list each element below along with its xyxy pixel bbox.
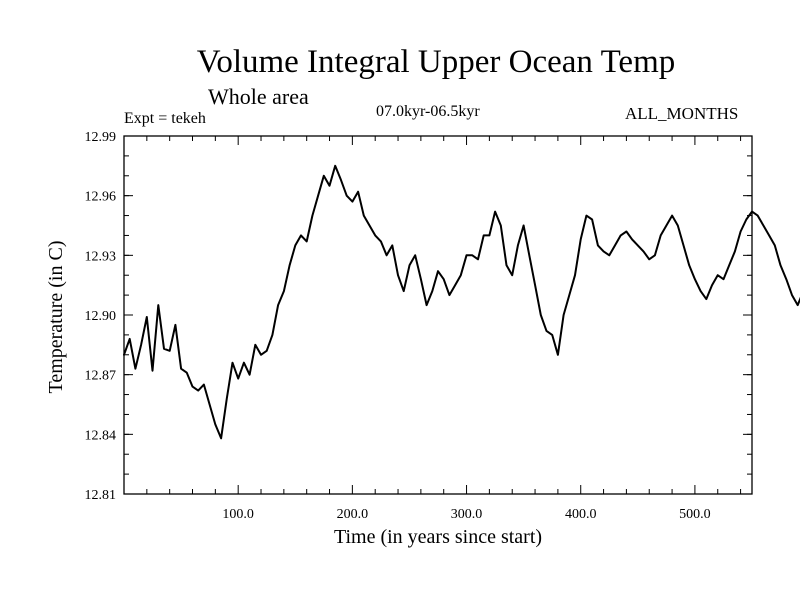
x-tick-label: 400.0 (565, 507, 597, 522)
chart-subtitle: Whole area (208, 84, 309, 109)
months-label: ALL_MONTHS (625, 104, 739, 123)
x-tick-label: 500.0 (679, 507, 711, 522)
plot-frame (123, 135, 753, 495)
x-tick-label: 200.0 (337, 507, 369, 522)
experiment-label: Expt = tekeh (124, 110, 206, 127)
y-tick-label: 12.81 (85, 488, 117, 503)
series-line-tekeh (123, 164, 800, 440)
y-axis-tick-labels: 12.81 12.84 12.87 12.90 12.93 12.96 12.99 (85, 130, 117, 503)
x-tick-label: 300.0 (451, 507, 483, 522)
x-axis-tick-labels: 100.0 200.0 300.0 400.0 500.0 (222, 507, 710, 522)
y-tick-label: 12.99 (85, 130, 117, 145)
x-tick-label: 100.0 (222, 507, 254, 522)
period-label: 07.0kyr-06.5kyr (376, 103, 480, 120)
y-axis-label: Temperature (in C) (45, 241, 67, 394)
y-tick-label: 12.84 (85, 428, 117, 443)
y-tick-label: 12.93 (85, 249, 117, 264)
axis-ticks (124, 135, 752, 495)
chart-title: Volume Integral Upper Ocean Temp (196, 44, 676, 80)
y-tick-label: 12.96 (85, 190, 117, 205)
x-axis-label: Time (in years since start) (334, 526, 542, 548)
y-tick-label: 12.87 (85, 369, 117, 384)
y-tick-label: 12.90 (85, 309, 117, 324)
